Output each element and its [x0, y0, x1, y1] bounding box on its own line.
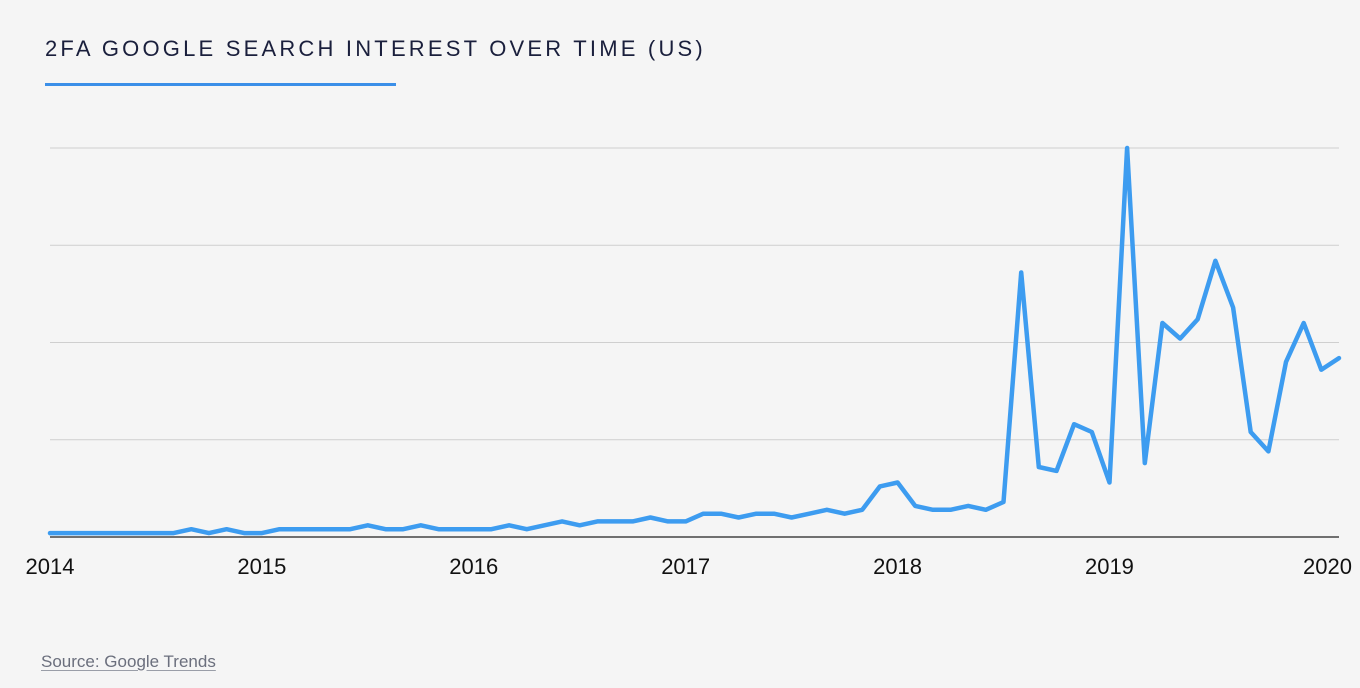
x-tick-label: 2020	[1303, 554, 1352, 579]
x-tick-label: 2015	[237, 554, 286, 579]
x-tick-label: 2014	[26, 554, 75, 579]
x-tick-label: 2016	[449, 554, 498, 579]
x-tick-label: 2017	[661, 554, 710, 579]
series-line	[47, 145, 1342, 536]
x-tick-labels: 2014 2015 2016 2017 2018 2019 2020	[26, 554, 1352, 579]
x-tick-label: 2019	[1085, 554, 1134, 579]
source-link[interactable]: Source: Google Trends	[41, 652, 216, 671]
chart-title: 2FA GOOGLE SEARCH INTEREST OVER TIME (US…	[45, 36, 706, 61]
title-underline	[45, 83, 396, 86]
x-tick-label: 2018	[873, 554, 922, 579]
gridlines	[50, 147, 1339, 441]
